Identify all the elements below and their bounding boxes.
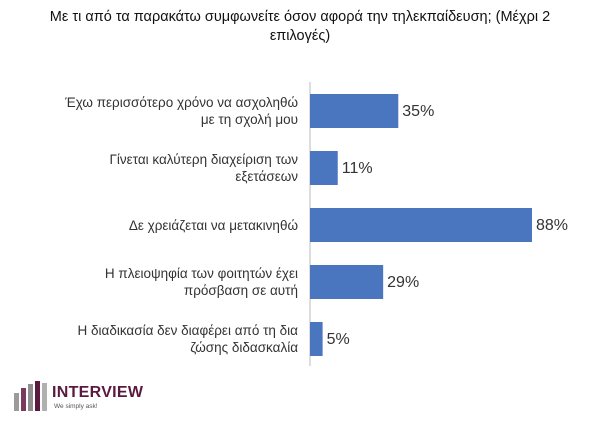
value-label: 11% bbox=[342, 160, 373, 177]
category-label: Η πλειοψηφία των φοιτητών έχει πρόσβαση … bbox=[104, 266, 298, 298]
bar bbox=[310, 208, 532, 242]
value-label: 88% bbox=[536, 217, 568, 234]
bar bbox=[310, 94, 399, 128]
logo-bar bbox=[21, 388, 26, 411]
logo-bar bbox=[42, 383, 47, 411]
chart-title: Με τι από τα παρακάτω συμφωνείτε όσον αφ… bbox=[49, 9, 551, 44]
logo-bar bbox=[14, 393, 19, 411]
logo-icon bbox=[14, 381, 47, 411]
category-label: Γίνεται καλύτερη διαχείριση των εξετάσεω… bbox=[109, 152, 298, 184]
value-label: 35% bbox=[402, 103, 434, 120]
category-label: Δε χρειάζεται να μετακινηθώ bbox=[128, 217, 298, 233]
logo-bar bbox=[28, 384, 33, 411]
bar bbox=[310, 322, 323, 356]
value-label: 5% bbox=[327, 331, 350, 348]
category-label: Έχω περισσότερο χρόνο να ασχοληθώ με τη … bbox=[65, 95, 298, 127]
logo-bar bbox=[35, 381, 40, 411]
category-label: Η διαδικασία δεν διαφέρει από τη δια ζώσ… bbox=[77, 323, 298, 355]
value-label: 29% bbox=[387, 274, 419, 291]
bar bbox=[310, 151, 338, 185]
bar bbox=[310, 265, 384, 299]
logo-name: INTERVIEW bbox=[52, 384, 144, 401]
logo-tagline: We simply ask! bbox=[54, 403, 98, 410]
